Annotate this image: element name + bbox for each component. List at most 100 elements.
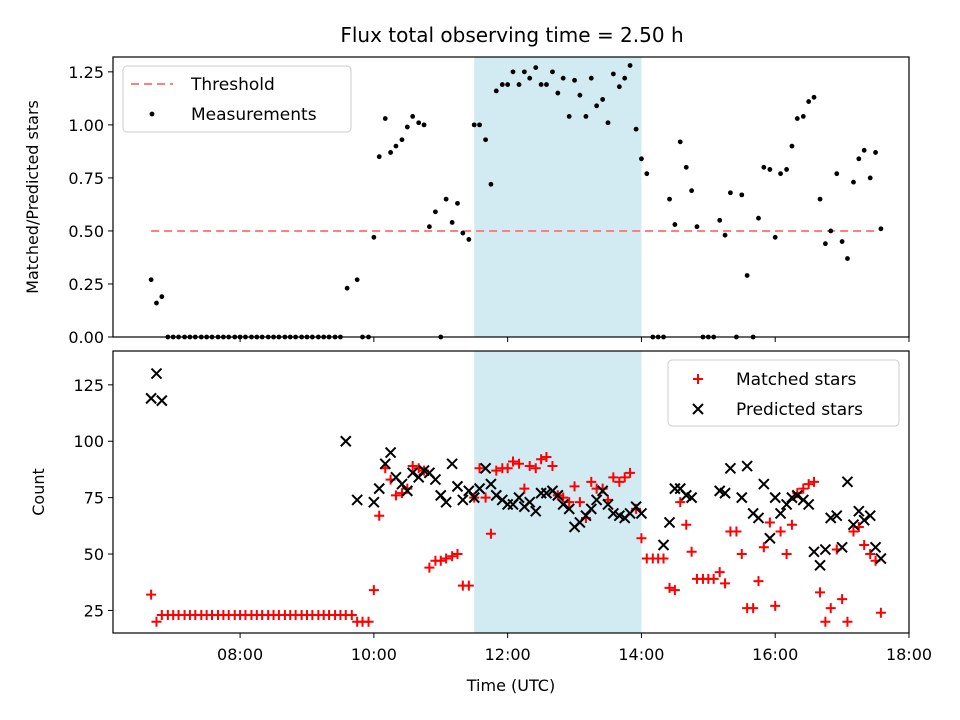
predicted-star-marker <box>540 487 553 499</box>
matched-star-marker <box>536 454 547 465</box>
matched-star-marker <box>574 497 585 508</box>
predicted-star-marker <box>607 507 620 520</box>
predicted-star-marker <box>513 491 525 504</box>
measurement-point <box>800 113 806 119</box>
matched-star-marker <box>781 549 792 560</box>
measurement-point <box>794 116 800 121</box>
matched-star-marker <box>530 463 541 474</box>
predicted-star-marker <box>736 491 748 504</box>
predicted-star-marker <box>406 467 419 479</box>
matched-star-marker <box>842 616 853 627</box>
measurement-point <box>778 171 783 177</box>
matched-star-marker <box>786 519 797 530</box>
predicted-star-marker <box>351 494 363 506</box>
matched-star-marker <box>775 526 786 537</box>
predicted-star-marker <box>741 460 753 472</box>
measurement-point <box>583 113 589 119</box>
predicted-star-marker <box>590 494 603 506</box>
chart-title: Flux total observing time = 2.50 h <box>340 23 683 47</box>
predicted-star-marker <box>847 519 860 531</box>
measurement-point <box>744 273 750 278</box>
measurement-point <box>756 215 761 221</box>
measurement-point <box>644 171 650 177</box>
matched-star-marker <box>508 456 519 467</box>
predicted-star-marker <box>630 500 642 513</box>
matched-star-marker <box>859 540 870 551</box>
predicted-star-marker <box>808 546 820 558</box>
matched-star-marker <box>837 594 848 605</box>
measurement-point <box>555 90 561 96</box>
measurement-point <box>510 69 516 75</box>
matched-star-marker <box>875 607 886 618</box>
legend-measurements-swatch <box>149 111 155 117</box>
measurement-point <box>544 82 549 87</box>
measurement-point <box>594 103 600 109</box>
predicted-star-marker <box>802 498 815 511</box>
measurement-point <box>627 63 633 68</box>
measurement-point <box>811 94 817 100</box>
predicted-star-marker <box>758 478 770 490</box>
predicted-star-marker <box>373 482 385 495</box>
y-tick-label: 125 <box>73 376 104 395</box>
predicted-star-marker <box>412 471 425 484</box>
measurement-point <box>828 228 834 234</box>
predicted-star-marker <box>663 516 676 529</box>
predicted-star-marker <box>368 496 380 508</box>
measurement-point <box>822 241 828 247</box>
matched-star-marker <box>809 476 820 487</box>
predicted-star-marker <box>145 392 157 405</box>
measurement-point <box>527 75 533 81</box>
predicted-star-marker <box>825 512 837 524</box>
measurement-point <box>493 88 499 94</box>
predicted-star-marker <box>596 485 609 497</box>
measurement-point <box>722 232 728 238</box>
matched-star-marker <box>848 526 859 537</box>
matched-star-marker <box>480 492 491 503</box>
predicted-star-marker <box>864 509 876 522</box>
highlight-span <box>474 57 642 337</box>
predicted-star-marker <box>580 509 592 522</box>
measurement-point <box>761 164 767 170</box>
measurement-point <box>878 226 884 232</box>
predicted-star-marker <box>752 512 765 524</box>
predicted-star-marker <box>836 541 848 553</box>
predicted-star-marker <box>563 503 575 515</box>
legend-box <box>122 65 352 133</box>
measurement-point <box>717 217 723 223</box>
measurement-point <box>772 234 778 240</box>
predicted-star-marker <box>657 539 670 551</box>
measurement-point <box>505 82 511 87</box>
predicted-star-marker <box>524 496 536 508</box>
y-tick-label: 0.50 <box>68 222 104 241</box>
matched-star-marker <box>424 562 435 573</box>
measurement-point <box>577 92 583 98</box>
measurement-point <box>867 175 873 181</box>
measurement-point <box>399 137 405 143</box>
measurement-point <box>550 69 555 75</box>
matched-star-marker <box>825 603 836 614</box>
measurement-point <box>560 75 566 81</box>
matched-star-marker <box>625 467 636 478</box>
matched-star-marker <box>547 461 558 472</box>
matched-star-marker <box>491 465 502 476</box>
measurement-point <box>433 209 438 215</box>
predicted-star-marker <box>719 487 731 499</box>
legend-predicted-swatch <box>692 403 704 415</box>
y-tick-label: 0.00 <box>68 328 104 347</box>
predicted-star-marker <box>602 498 614 511</box>
measurement-point <box>873 150 878 155</box>
axes-frame <box>112 350 910 634</box>
matched-star-marker <box>731 526 742 537</box>
y-tick-label: 25 <box>84 601 104 620</box>
predicted-star-marker <box>429 473 442 486</box>
x-axis-label: Time (UTC) <box>466 676 555 695</box>
x-tick-label: 16:00 <box>752 645 798 664</box>
measurement-point <box>426 224 432 230</box>
matched-star-marker <box>664 582 675 593</box>
matched-star-marker <box>519 483 530 494</box>
measurement-point <box>622 75 628 81</box>
measurement-point <box>672 222 678 227</box>
predicted-star-marker <box>479 462 492 475</box>
matched-star-marker <box>658 553 669 564</box>
y-tick-label: 75 <box>84 489 104 508</box>
